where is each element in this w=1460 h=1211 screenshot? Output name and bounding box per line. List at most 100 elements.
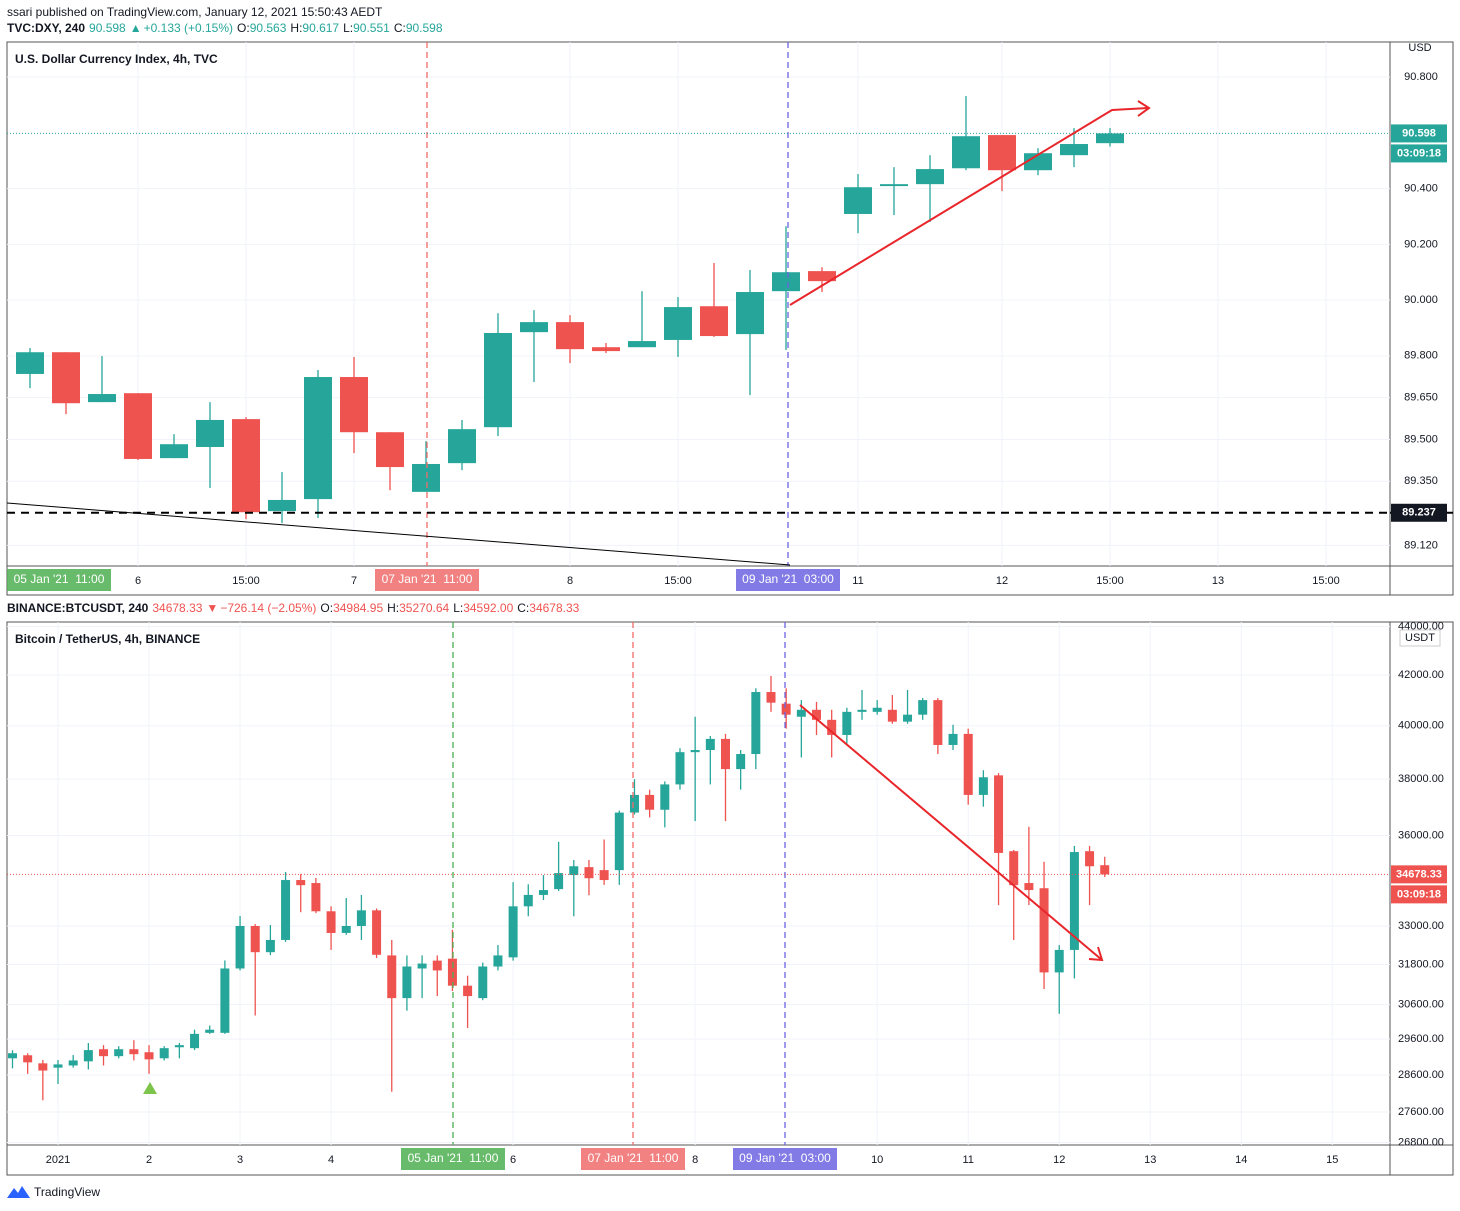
candle-body (720, 738, 730, 770)
time-marker-label: 05 Jan '21 11:00 (14, 572, 105, 586)
candle-body (538, 890, 548, 895)
x-tick-label: 12 (996, 575, 1008, 587)
legend-ohlc-value: 90.617 (302, 21, 339, 35)
trend-arrow (789, 107, 1149, 306)
footer-brand: TradingView (34, 1185, 100, 1199)
candle-body (952, 136, 980, 169)
legend-symbol: BINANCE:BTCUSDT, 240 (7, 601, 149, 615)
candle-body (463, 985, 473, 997)
plot-area (7, 622, 1390, 1145)
candle-body (232, 419, 260, 513)
candle-body (412, 463, 440, 492)
candle-body (887, 709, 897, 722)
y-tick-label: 38000.00 (1398, 773, 1444, 785)
candle-body (1039, 888, 1049, 973)
countdown-tag (1391, 885, 1447, 904)
candle-body (235, 925, 245, 969)
y-tick-label: 40000.00 (1398, 720, 1444, 732)
trend-arrow (799, 704, 1103, 961)
x-tick-label: 4 (328, 1154, 334, 1166)
legend-ohlc-value: 90.598 (406, 21, 443, 35)
time-axis: 2021 2 3 4 6 8 10 11 12 13 14 15 05 Jan '21 11:00 07 … (46, 1148, 1338, 1170)
candle-body (1096, 133, 1124, 144)
last-price-label: 34678.33 (1396, 868, 1442, 880)
x-tick-label: 2021 (46, 1154, 70, 1166)
legend-ohlc-value: 34984.95 (333, 601, 383, 615)
candle-body (556, 322, 584, 350)
candle-body (1060, 144, 1088, 156)
candle-body (160, 444, 188, 459)
candle-body (916, 169, 944, 185)
countdown-label: 03:09:18 (1397, 888, 1441, 900)
legend-ohlc-value: 35270.64 (399, 601, 449, 615)
candle-body (880, 184, 908, 187)
legend-ohlc-key: O: (320, 601, 333, 615)
candle-body (857, 709, 867, 712)
candle-body (341, 925, 351, 933)
x-tick-label: 2 (146, 1154, 152, 1166)
candle-body (508, 906, 518, 958)
plot-area (7, 42, 1390, 566)
x-tick-label: 7 (351, 575, 357, 587)
candle-body (812, 709, 822, 720)
symbol-legend: TVC:DXY, 240 90.598 ▲ +0.133 (+0.15%) O:90.5… (7, 21, 443, 35)
legend-ohlc-key: O: (237, 21, 250, 35)
candle-body (478, 966, 488, 999)
candle-body (53, 1064, 63, 1068)
legend-last: 34678.33 (152, 601, 202, 615)
candle-body (52, 352, 80, 404)
candle-body (159, 1048, 169, 1059)
candle-body (948, 733, 958, 745)
x-tick-label: 10 (871, 1154, 883, 1166)
y-tick-label: 89.650 (1404, 392, 1438, 404)
time-marker-label: 09 Jan '21 03:00 (739, 1151, 831, 1165)
candle-body (700, 306, 728, 337)
candle-body (340, 377, 368, 433)
candle-body (751, 692, 761, 755)
candle-body (660, 784, 670, 810)
y-tick-label: 42000.00 (1398, 669, 1444, 681)
legend-last: 90.598 (89, 21, 126, 35)
candle-body (554, 873, 564, 890)
time-marker-label: 07 Jan '21 11:00 (588, 1151, 679, 1165)
time-axis: 6 15:00 7 8 15:00 11 12 15:00 13 15:00 05 Jan '21 … (7, 569, 1340, 591)
candle-body (114, 1049, 124, 1057)
y-tick-label: 90.800 (1404, 71, 1438, 83)
y-tick-label: 89.800 (1404, 350, 1438, 362)
candle-body (16, 352, 44, 374)
candle-body (705, 738, 715, 751)
candle-body (432, 960, 442, 971)
x-tick-label: 12 (1053, 1154, 1065, 1166)
time-marker-label: 05 Jan '21 11:00 (408, 1151, 499, 1165)
legend-ohlc-key: C: (394, 21, 406, 35)
trend-line (7, 502, 791, 566)
candle-body (220, 968, 230, 1033)
legend-arrow: ▼ (206, 601, 218, 615)
candle-body (144, 1052, 154, 1060)
candle-body (83, 1050, 93, 1062)
trend-arrowhead (1137, 100, 1151, 117)
candle-body (1054, 949, 1064, 973)
y-tick-label: 30600.00 (1398, 998, 1444, 1010)
candle-body (1085, 851, 1095, 867)
y-tick-label: 31800.00 (1398, 958, 1444, 970)
candle-body (174, 1045, 184, 1048)
y-tick-label: 89.350 (1404, 475, 1438, 487)
y-tick-label: 90.000 (1404, 294, 1438, 306)
chart-title: Bitcoin / TetherUS, 4h, BINANCE (15, 632, 200, 646)
x-tick-label: 15:00 (1312, 575, 1340, 587)
candle-body (963, 733, 973, 795)
unit-box (1399, 629, 1441, 647)
candle-body (1100, 865, 1110, 875)
candle-body (842, 711, 852, 735)
unit-label: USDT (1405, 632, 1435, 644)
candle-body (629, 794, 639, 813)
candle-body (281, 880, 291, 940)
symbol-legend: BINANCE:BTCUSDT, 240 34678.33 ▼ −726.14 (−2… (7, 601, 580, 615)
candle-body (772, 272, 800, 292)
x-tick-label: 15:00 (1096, 575, 1124, 587)
candle-body (808, 271, 836, 282)
legend-ohlc-key: H: (290, 21, 302, 35)
level-tag (1391, 503, 1447, 522)
